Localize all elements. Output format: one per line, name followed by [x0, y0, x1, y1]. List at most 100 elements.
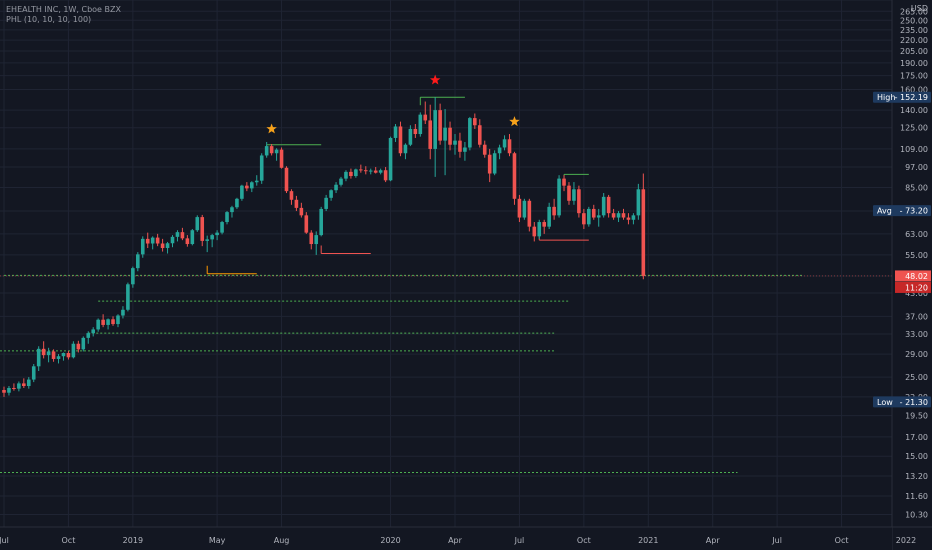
candle-body[interactable]: [61, 353, 66, 357]
candle-body[interactable]: [572, 189, 576, 201]
candle-body[interactable]: [245, 185, 249, 189]
candle-body[interactable]: [596, 215, 601, 218]
candle-body[interactable]: [41, 348, 46, 356]
candle-body[interactable]: [126, 284, 130, 310]
candle-body[interactable]: [562, 178, 566, 186]
candle-body[interactable]: [443, 127, 447, 141]
candle-body[interactable]: [487, 154, 492, 174]
candle-body[interactable]: [497, 147, 502, 154]
candle-body[interactable]: [31, 366, 36, 380]
candle-body[interactable]: [463, 147, 467, 152]
candle-body[interactable]: [314, 235, 319, 245]
candle-body[interactable]: [567, 185, 571, 201]
candle-body[interactable]: [319, 208, 323, 236]
candle-body[interactable]: [438, 110, 442, 141]
candle-body[interactable]: [210, 235, 214, 240]
candle-body[interactable]: [398, 126, 403, 154]
candle-body[interactable]: [359, 169, 363, 171]
candle-body[interactable]: [220, 222, 224, 233]
candle-body[interactable]: [106, 319, 110, 325]
candle-body[interactable]: [537, 222, 542, 237]
candle-body[interactable]: [458, 140, 462, 152]
candle-body[interactable]: [250, 182, 254, 189]
candle-body[interactable]: [616, 213, 621, 218]
candle-body[interactable]: [373, 170, 378, 173]
candle-body[interactable]: [46, 351, 51, 356]
candle-body[interactable]: [393, 126, 398, 138]
candle-body[interactable]: [294, 199, 299, 208]
candle-body[interactable]: [195, 217, 200, 231]
candle-body[interactable]: [403, 144, 408, 154]
candle-body[interactable]: [433, 110, 437, 149]
candle-body[interactable]: [160, 243, 165, 249]
candle-body[interactable]: [334, 184, 338, 191]
candle-body[interactable]: [17, 383, 21, 389]
candle-body[interactable]: [552, 206, 556, 216]
candle-body[interactable]: [96, 319, 100, 330]
candle-body[interactable]: [91, 329, 96, 334]
candle-body[interactable]: [12, 387, 16, 389]
candle-body[interactable]: [7, 387, 11, 393]
candle-body[interactable]: [230, 207, 234, 213]
candle-body[interactable]: [51, 351, 56, 359]
candle-body[interactable]: [601, 196, 606, 216]
candle-body[interactable]: [349, 171, 353, 177]
candle-body[interactable]: [175, 232, 180, 237]
indicator-label[interactable]: PHL (10, 10, 10, 100): [6, 15, 92, 24]
candle-body[interactable]: [636, 189, 641, 216]
candle-body[interactable]: [180, 232, 185, 239]
candle-body[interactable]: [299, 207, 304, 216]
candle-body[interactable]: [577, 189, 581, 214]
candle-body[interactable]: [453, 140, 457, 145]
candle-body[interactable]: [56, 356, 61, 359]
candle-body[interactable]: [388, 137, 393, 181]
candle-body[interactable]: [284, 167, 289, 192]
candle-body[interactable]: [363, 170, 368, 172]
candle-body[interactable]: [304, 215, 309, 233]
candle-body[interactable]: [517, 198, 522, 218]
candle-body[interactable]: [185, 238, 190, 245]
candle-body[interactable]: [368, 170, 373, 172]
candle-body[interactable]: [205, 239, 209, 241]
candle-body[interactable]: [473, 118, 477, 126]
candle-body[interactable]: [235, 198, 239, 208]
candle-body[interactable]: [66, 353, 71, 358]
candle-body[interactable]: [145, 238, 150, 244]
candle-body[interactable]: [111, 319, 115, 325]
candle-body[interactable]: [547, 206, 551, 227]
candle-body[interactable]: [354, 169, 358, 177]
candle-body[interactable]: [423, 114, 428, 121]
candle-body[interactable]: [140, 238, 145, 255]
candle-body[interactable]: [86, 333, 91, 338]
candle-body[interactable]: [448, 127, 452, 145]
candle-body[interactable]: [274, 149, 279, 154]
candle-body[interactable]: [428, 120, 433, 149]
candle-body[interactable]: [329, 190, 333, 198]
candle-body[interactable]: [468, 118, 472, 148]
candle-body[interactable]: [527, 200, 532, 227]
candle-body[interactable]: [477, 125, 482, 145]
symbol-title[interactable]: EHEALTH INC, 1W, Cboe BZX: [6, 5, 121, 14]
candle-body[interactable]: [621, 213, 626, 218]
candle-body[interactable]: [532, 226, 537, 237]
candle-body[interactable]: [309, 232, 314, 245]
candle-body[interactable]: [383, 170, 388, 181]
candle-body[interactable]: [264, 146, 269, 156]
candle-body[interactable]: [512, 153, 517, 199]
plot-area[interactable]: [0, 0, 892, 527]
candle-body[interactable]: [165, 243, 170, 249]
candle-body[interactable]: [2, 389, 6, 393]
candle-body[interactable]: [324, 197, 328, 209]
candle-body[interactable]: [339, 178, 343, 185]
candle-body[interactable]: [344, 171, 348, 179]
candle-body[interactable]: [591, 208, 596, 218]
candle-body[interactable]: [587, 208, 591, 225]
candle-body[interactable]: [225, 212, 229, 223]
candle-body[interactable]: [121, 309, 125, 316]
candle-body[interactable]: [606, 196, 611, 214]
candle-body[interactable]: [492, 153, 497, 174]
candle-body[interactable]: [71, 343, 76, 358]
candle-body[interactable]: [269, 146, 274, 154]
candle-body[interactable]: [641, 189, 646, 276]
